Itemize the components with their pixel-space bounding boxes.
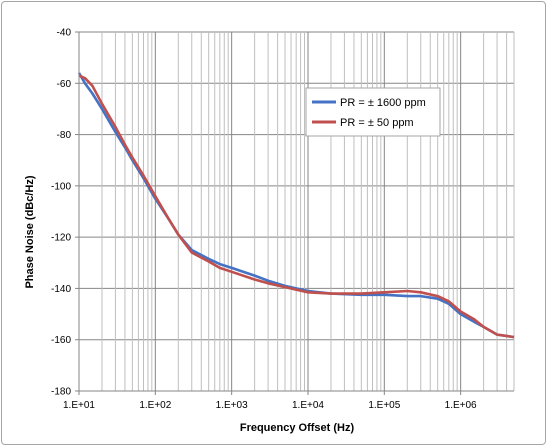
x-tick-label: 1.E+03 xyxy=(216,400,248,411)
y-tick-label: -80 xyxy=(57,130,72,141)
series-line-2 xyxy=(78,74,515,339)
x-tick-label: 1.E+02 xyxy=(139,400,171,411)
legend: PR = ± 1600 ppm PR = ± 50 ppm xyxy=(305,87,441,137)
x-tick-label: 1.E+06 xyxy=(445,400,477,411)
legend-label-series-1: PR = ± 1600 ppm xyxy=(340,97,426,109)
y-tick-label: -100 xyxy=(51,181,71,192)
x-tick-label: 1.E+05 xyxy=(368,400,400,411)
y-tick-label: -160 xyxy=(51,335,71,346)
series-layer xyxy=(77,72,515,339)
x-axis-title: Frequency Offset (Hz) xyxy=(240,422,355,434)
x-tick-label: 1.E+04 xyxy=(292,400,324,411)
tick-labels: -40 -60 -80 -100 -120 -140 -160 -180 1.E+01 1.E+0… xyxy=(51,28,477,412)
y-tick-label: -60 xyxy=(57,79,72,90)
series-line-1 xyxy=(77,72,515,339)
grid-lines xyxy=(78,31,515,392)
y-tick-label: -40 xyxy=(57,28,72,39)
legend-label-series-2: PR = ± 50 ppm xyxy=(340,117,414,129)
legend-box xyxy=(305,87,441,137)
y-tick-label: -180 xyxy=(51,387,71,398)
x-tick-label: 1.E+01 xyxy=(63,400,95,411)
y-tick-label: -120 xyxy=(51,233,71,244)
y-tick-label: -140 xyxy=(51,284,71,295)
y-axis-title: Phase Noise (dBc/Hz) xyxy=(24,175,36,288)
axes xyxy=(75,31,514,395)
